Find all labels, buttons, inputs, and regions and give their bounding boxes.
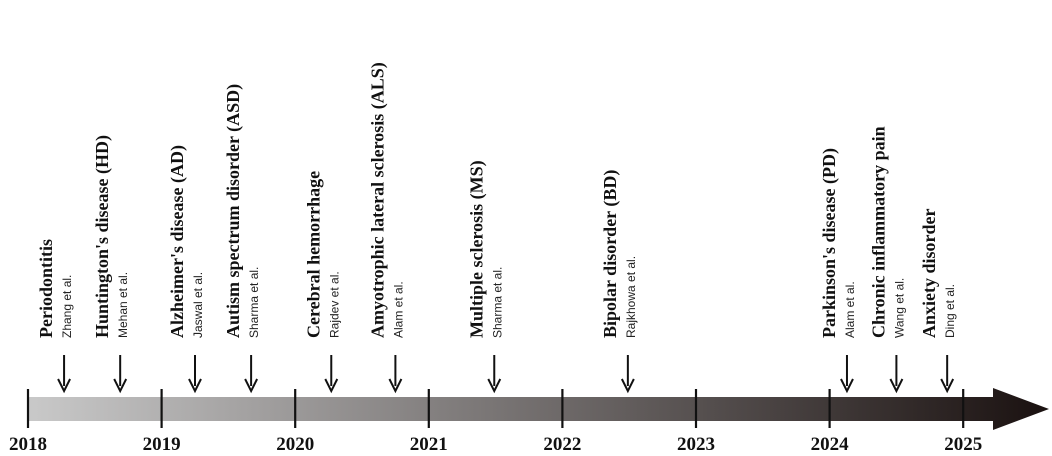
down-arrow-icon xyxy=(188,378,202,394)
down-arrow-icon xyxy=(840,378,854,394)
year-label-2024: 2024 xyxy=(811,434,850,455)
author-label: Sharma et al. xyxy=(490,267,504,338)
year-label-2023: 2023 xyxy=(677,434,715,455)
author-label: Rajdev et al. xyxy=(327,271,341,338)
disease-label: Periodontitis xyxy=(36,239,56,338)
down-arrow-icon xyxy=(324,378,339,394)
author-label: Rajkhowa et al. xyxy=(624,256,638,338)
year-label-2021: 2021 xyxy=(410,434,448,455)
event-10: Anxiety disorder Ding et al. xyxy=(919,209,957,394)
author-label: Sharma et al. xyxy=(247,267,261,338)
year-label-2018: 2018 xyxy=(9,434,47,455)
event-0: Periodontitis Zhang et al. xyxy=(36,239,74,394)
down-arrow-icon xyxy=(620,378,635,394)
author-label: Alam et al. xyxy=(843,281,857,338)
disease-label: Anxiety disorder xyxy=(919,209,939,338)
down-arrow-icon xyxy=(889,378,904,394)
author-label: Jaswal et al. xyxy=(191,272,205,338)
year-label-2022: 2022 xyxy=(543,434,581,455)
disease-label: Parkinson's disease (PD) xyxy=(819,148,840,338)
down-arrow-icon xyxy=(113,378,128,394)
event-6: Multiple sclerosis (MS) Sharma et al. xyxy=(466,160,504,394)
event-1: Huntington's disease (HD) Mehan et al. xyxy=(92,135,130,394)
year-ticks xyxy=(26,389,965,428)
disease-label: Bipolar disorder (BD) xyxy=(600,170,621,338)
down-arrow-icon xyxy=(487,378,502,394)
event-7: Bipolar disorder (BD) Rajkhowa et al. xyxy=(600,170,638,394)
disease-label: Cerebral hemorrhage xyxy=(303,171,323,338)
timeline-arrow-bar xyxy=(28,388,1049,430)
down-arrow-icon xyxy=(244,378,259,394)
event-annotations: Periodontitis Zhang et al. Huntington's di… xyxy=(36,62,957,394)
event-9: Chronic inflammatory pain Wang et al. xyxy=(868,126,906,394)
event-5: Amyotrophic lateral sclerosis (ALS) Alam … xyxy=(367,62,405,394)
disease-label: Chronic inflammatory pain xyxy=(868,126,888,338)
event-2: Alzheimer's disease (AD) Jaswal et al. xyxy=(167,145,205,394)
year-labels: 2018 2019 2020 2021 2022 2023 2024 2025 xyxy=(9,434,982,455)
disease-label: Multiple sclerosis (MS) xyxy=(466,160,487,338)
author-label: Alam et al. xyxy=(391,281,405,338)
author-label: Wang et al. xyxy=(892,278,906,338)
author-label: Zhang et al. xyxy=(60,275,74,338)
disease-label: Amyotrophic lateral sclerosis (ALS) xyxy=(367,62,388,338)
disease-label: Huntington's disease (HD) xyxy=(92,135,113,338)
author-label: Mehan et al. xyxy=(116,272,130,338)
disease-label: Alzheimer's disease (AD) xyxy=(167,145,188,338)
author-label: Ding et al. xyxy=(943,284,957,338)
down-arrow-icon xyxy=(57,378,71,394)
disease-label: Autism spectrum disorder (ASD) xyxy=(223,84,244,338)
event-3: Autism spectrum disorder (ASD) Sharma et … xyxy=(223,84,261,394)
event-4: Cerebral hemorrhage Rajdev et al. xyxy=(303,171,341,394)
year-label-2025: 2025 xyxy=(944,434,982,455)
down-arrow-icon xyxy=(388,378,403,394)
year-label-2019: 2019 xyxy=(143,434,181,455)
down-arrow-icon xyxy=(940,378,955,394)
year-label-2020: 2020 xyxy=(276,434,314,455)
event-8: Parkinson's disease (PD) Alam et al. xyxy=(819,148,857,394)
